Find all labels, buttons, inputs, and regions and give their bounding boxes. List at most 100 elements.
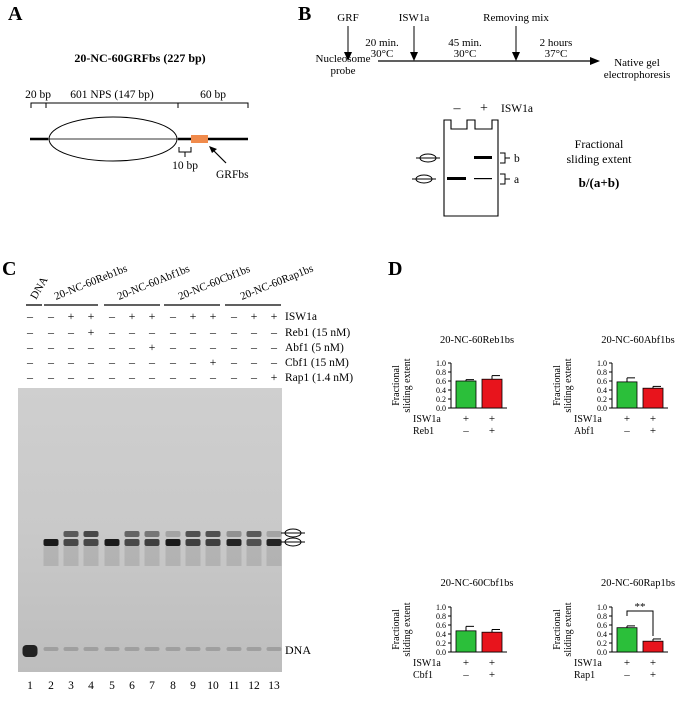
gel-band-a-plus — [474, 178, 492, 180]
column-sign: – — [623, 425, 630, 437]
step-isw1a: ISW1a — [399, 12, 430, 24]
gel-band — [226, 647, 242, 651]
gel-band-b — [474, 156, 492, 159]
condition-sign: – — [87, 355, 95, 369]
column-sign: – — [623, 669, 630, 681]
lane-number: 11 — [228, 680, 239, 692]
condition-sign: – — [87, 340, 95, 354]
y-tick-label: 0.6 — [597, 621, 607, 630]
y-tick-label: 0.6 — [436, 377, 446, 386]
row-label: ISW1a — [413, 414, 441, 425]
gel-smear — [185, 546, 201, 566]
gel-minus: – — [453, 101, 462, 116]
column-sign: + — [463, 657, 469, 669]
column-sign: + — [650, 669, 656, 681]
gel-band — [246, 647, 262, 651]
condition-label: Cbf1 (15 nM) — [285, 357, 349, 369]
bar-chart-2: 20-NC-60Abf1bs Fractional sliding extent 0.… — [552, 335, 675, 437]
condition-sign: – — [230, 309, 238, 323]
gel-nucleosome-icons — [412, 153, 440, 184]
lane-number: 12 — [248, 680, 260, 692]
construct-title: 20-NC-60GRFbs (227 bp) — [74, 51, 205, 65]
panel-letter-b: B — [298, 3, 311, 25]
gel-band — [185, 531, 201, 537]
chart-title: 20-NC-60Cbf1bs — [441, 578, 514, 589]
lane-group-dna: DNA — [28, 275, 50, 302]
chart-ylabel: Fractional — [552, 609, 563, 650]
lane-group-rap1bs: 20-NC-60Rap1bs — [239, 263, 315, 303]
y-tick-label: 0.8 — [597, 612, 607, 621]
condition-label: Rap1 (1.4 nM) — [285, 372, 353, 384]
column-sign: + — [489, 657, 495, 669]
condition-label: Abf1 (5 nM) — [285, 342, 344, 354]
chart-ylabel: sliding extent — [402, 358, 413, 412]
bar — [642, 387, 664, 409]
gel-band — [124, 531, 140, 537]
chart-ylabel: sliding extent — [402, 602, 413, 656]
condition-sign: – — [26, 370, 34, 384]
row-label: ISW1a — [574, 414, 602, 425]
metric-label-1: Fractional — [575, 137, 624, 151]
chart-title: 20-NC-60Rap1bs — [601, 578, 675, 589]
significance-bracket — [626, 610, 654, 636]
column-sign: + — [463, 413, 469, 425]
condition-sign: – — [250, 370, 258, 384]
condition-sign: + — [210, 355, 217, 369]
y-tick-label: 0.6 — [597, 377, 607, 386]
lane-number: 8 — [170, 680, 176, 692]
gel-band — [205, 531, 221, 537]
row-label: Reb1 — [413, 426, 434, 437]
chart-ylabel: Fractional — [391, 365, 402, 406]
nucleosome-ellipse — [48, 116, 178, 162]
gel-band — [246, 539, 262, 546]
condition-sign: – — [87, 370, 95, 384]
gel-band — [226, 539, 242, 546]
y-tick-label: 0.0 — [436, 648, 446, 657]
condition-sign: – — [128, 355, 136, 369]
label-60bp: 60 bp — [200, 89, 226, 101]
condition-sign: + — [271, 309, 278, 323]
bracket-60bp — [177, 102, 249, 108]
condition-sign: – — [108, 340, 116, 354]
lane-number: 6 — [129, 680, 135, 692]
cond-2-time: 45 min. — [448, 37, 482, 49]
condition-sign: + — [68, 309, 75, 323]
gel-band — [266, 531, 282, 537]
label-20bp: 20 bp — [25, 89, 51, 101]
gel-band — [124, 647, 140, 651]
condition-sign: – — [67, 370, 75, 384]
gel-smear — [266, 546, 282, 566]
panel-letter-a: A — [8, 3, 23, 25]
gel-band — [43, 647, 59, 651]
step-arrows — [347, 26, 517, 54]
condition-sign: – — [169, 355, 177, 369]
gel-nucleosome-markers — [281, 528, 305, 547]
start-label-2: probe — [330, 65, 355, 77]
condition-sign: – — [67, 325, 75, 339]
label-601-nps: 601 NPS (147 bp) — [70, 89, 154, 101]
condition-sign: – — [270, 325, 278, 339]
y-tick-label: 0.4 — [436, 386, 446, 395]
condition-sign: + — [149, 309, 156, 323]
condition-sign: + — [251, 309, 258, 323]
start-label-1: Nucleosome — [316, 53, 371, 65]
condition-label: ISW1a — [285, 311, 317, 323]
gel-band — [83, 539, 99, 546]
condition-sign: – — [47, 309, 55, 323]
gel-smear — [165, 546, 181, 566]
gel-smear — [124, 546, 140, 566]
y-tick-label: 0.0 — [597, 404, 607, 413]
condition-sign: + — [190, 309, 197, 323]
band-label-b: b — [514, 153, 520, 165]
lane-number: 1 — [27, 680, 33, 692]
condition-sign: – — [26, 309, 34, 323]
bar — [616, 381, 638, 409]
gel-band — [144, 647, 160, 651]
step-grf: GRF — [337, 12, 358, 24]
condition-sign: + — [88, 325, 95, 339]
gel-smear — [226, 546, 242, 566]
cond-1-time: 20 min. — [365, 37, 399, 49]
condition-sign: + — [149, 340, 156, 354]
